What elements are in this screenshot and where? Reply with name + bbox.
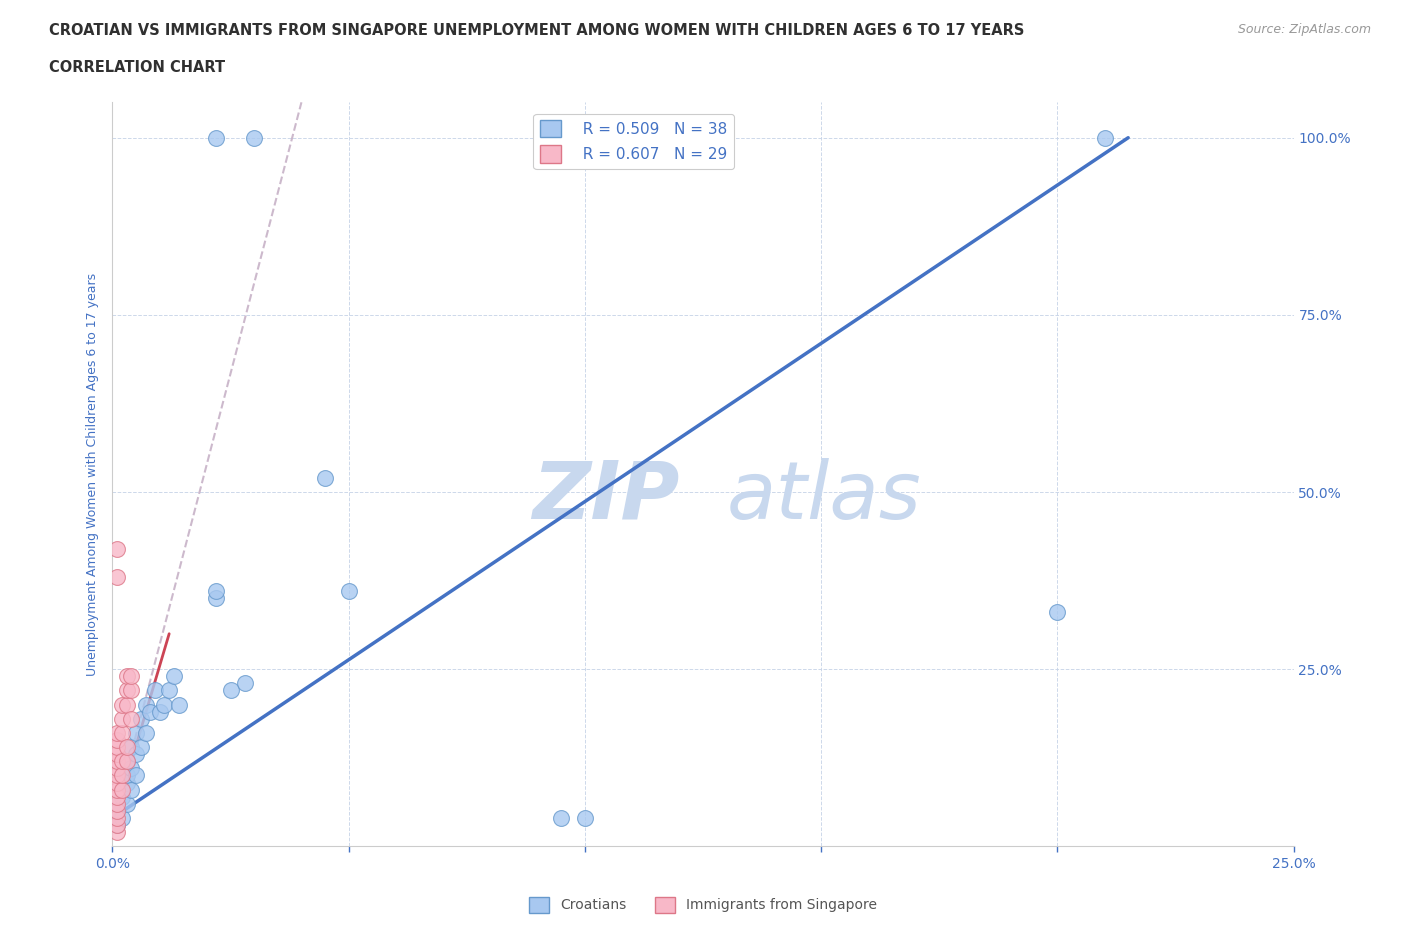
Point [219,683,242,698]
Point [105,747,128,762]
Point [105,775,128,790]
Point [139,704,162,719]
Point [105,825,128,840]
Point [135,725,157,740]
Point [314,471,336,485]
Point [111,811,134,826]
Point [125,725,148,740]
Point [1046,605,1069,620]
Point [105,804,128,818]
Point [550,811,572,826]
Point [120,761,142,776]
Point [115,754,138,769]
Y-axis label: Unemployment Among Women with Children Ages 6 to 17 years: Unemployment Among Women with Children A… [86,272,100,676]
Point [105,768,128,783]
Point [111,790,134,804]
Point [135,698,157,712]
Point [115,768,138,783]
Point [115,698,138,712]
Point [163,669,186,684]
Point [129,739,152,754]
Point [205,591,228,605]
Point [1094,130,1116,145]
Point [105,796,128,811]
Point [111,725,134,740]
Point [337,584,360,599]
Text: CORRELATION CHART: CORRELATION CHART [49,60,225,75]
Point [105,725,128,740]
Point [125,747,148,762]
Point [105,761,128,776]
Point [574,811,596,826]
Point [149,704,172,719]
Point [120,669,142,684]
Point [105,739,128,754]
Point [105,754,128,769]
Text: ZIP: ZIP [531,458,679,536]
Point [111,768,134,783]
Point [105,569,128,584]
Point [120,739,142,754]
Point [167,698,190,712]
Point [120,782,142,797]
Point [125,768,148,783]
Point [143,683,166,698]
Point [129,711,152,726]
Point [105,811,128,826]
Legend:   R = 0.509   N = 38,   R = 0.607   N = 29: R = 0.509 N = 38, R = 0.607 N = 29 [533,113,734,169]
Point [115,775,138,790]
Point [120,711,142,726]
Text: atlas: atlas [727,458,921,536]
Point [153,698,176,712]
Point [111,754,134,769]
Point [105,782,128,797]
Point [233,676,256,691]
Legend: Croatians, Immigrants from Singapore: Croatians, Immigrants from Singapore [523,891,883,919]
Point [243,130,266,145]
Point [115,683,138,698]
Point [205,130,228,145]
Point [115,754,138,769]
Point [105,733,128,748]
Point [115,739,138,754]
Point [115,669,138,684]
Point [120,683,142,698]
Point [111,698,134,712]
Point [105,790,128,804]
Text: Source: ZipAtlas.com: Source: ZipAtlas.com [1237,23,1371,36]
Point [157,683,180,698]
Point [115,796,138,811]
Point [111,782,134,797]
Point [105,817,128,832]
Point [111,768,134,783]
Point [105,541,128,556]
Point [111,782,134,797]
Point [111,711,134,726]
Point [105,796,128,811]
Point [205,584,228,599]
Point [105,817,128,832]
Text: CROATIAN VS IMMIGRANTS FROM SINGAPORE UNEMPLOYMENT AMONG WOMEN WITH CHILDREN AGE: CROATIAN VS IMMIGRANTS FROM SINGAPORE UN… [49,23,1025,38]
Point [105,804,128,818]
